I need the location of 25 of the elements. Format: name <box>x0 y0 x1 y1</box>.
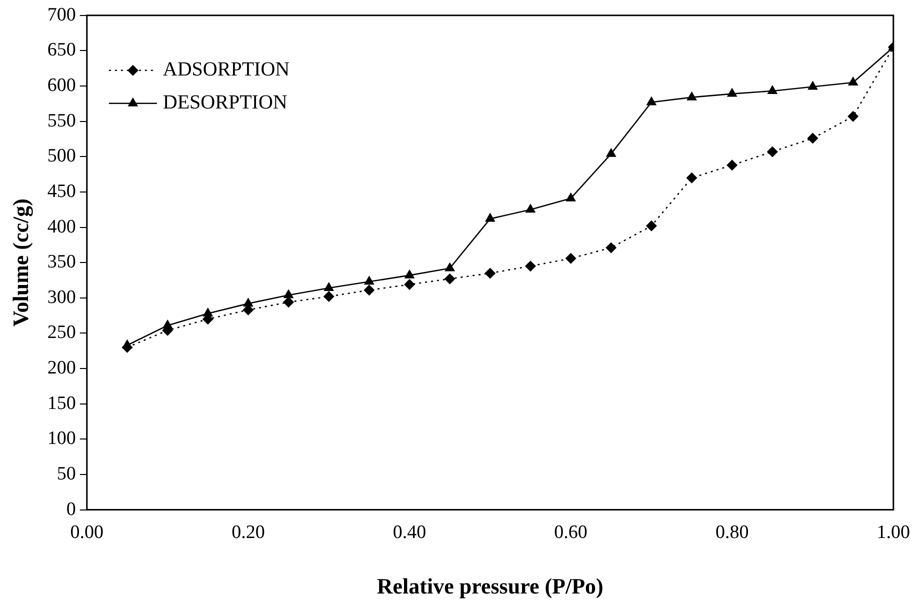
y-tick-label: 100 <box>47 428 76 450</box>
legend-label: DESORPTION <box>162 92 288 114</box>
y-axis-title: Volume (cc/g) <box>8 198 33 327</box>
x-tick-label: 0.20 <box>232 522 265 544</box>
x-axis-title: Relative pressure (P/Po) <box>376 573 604 598</box>
x-tick-label: 1.00 <box>876 522 910 544</box>
y-tick-label: 200 <box>47 358 76 379</box>
y-tick-label: 350 <box>47 252 76 273</box>
y-tick-label: 250 <box>47 322 76 344</box>
x-tick-label: 0.40 <box>392 522 426 544</box>
x-tick-label: 0.60 <box>554 522 588 544</box>
y-tick-label: 400 <box>47 216 76 238</box>
y-tick-label: 650 <box>47 40 76 61</box>
y-tick-label: 450 <box>47 180 76 202</box>
y-tick-label: 150 <box>47 392 76 414</box>
y-tick-label: 0 <box>66 498 76 520</box>
x-tick-label: 0.80 <box>715 522 749 544</box>
y-tick-label: 50 <box>56 463 76 484</box>
y-tick-label: 600 <box>47 75 76 96</box>
y-tick-label: 700 <box>47 4 76 26</box>
y-tick-label: 550 <box>47 110 76 132</box>
x-tick-label: 0.00 <box>70 522 104 544</box>
legend-label: ADSORPTION <box>162 58 290 81</box>
y-tick-label: 500 <box>47 146 76 167</box>
y-tick-label: 300 <box>47 286 76 308</box>
